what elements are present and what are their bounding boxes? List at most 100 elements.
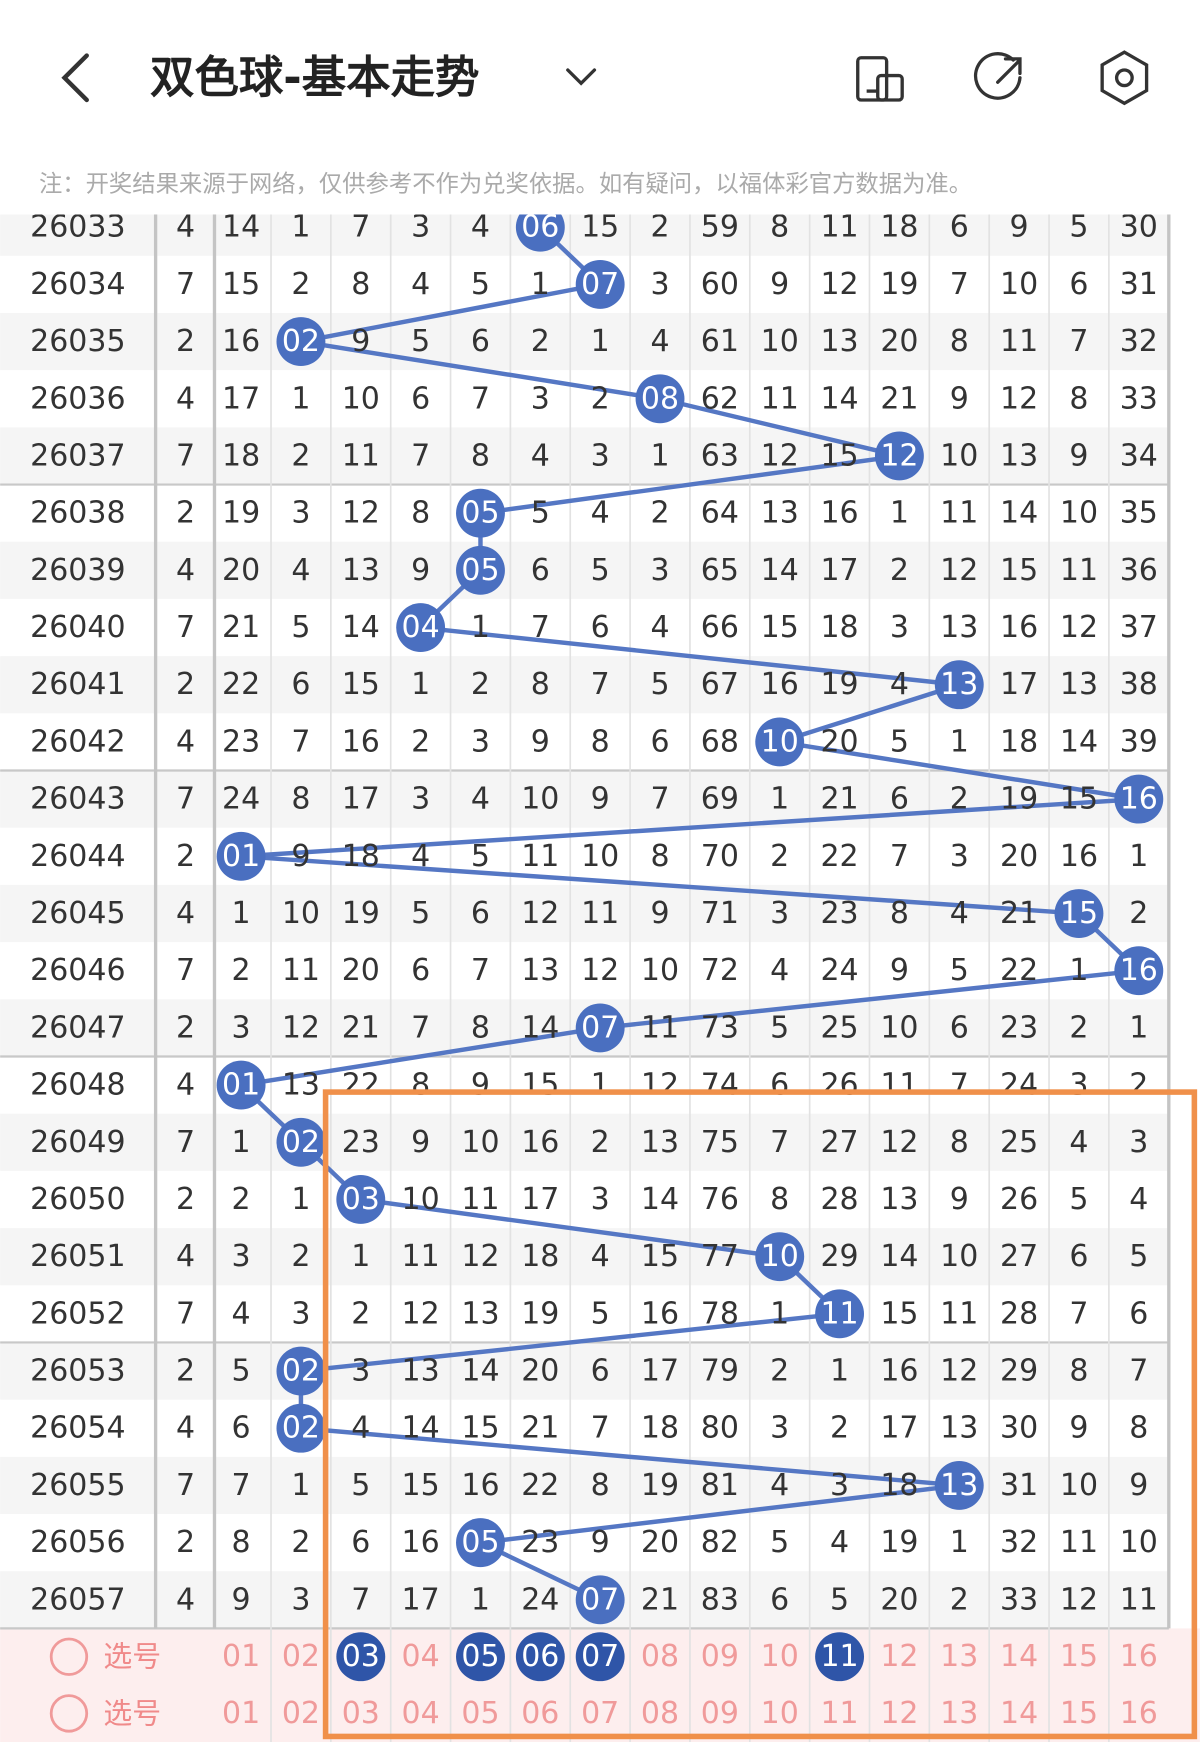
pick-number[interactable]: 15 — [1060, 1696, 1098, 1731]
miss-count: 1 — [291, 1468, 310, 1503]
miss-count: 30 — [1120, 210, 1158, 245]
miss-count: 4 — [650, 324, 669, 359]
span-value: 2 — [176, 667, 195, 702]
pick-number[interactable]: 15 — [1060, 1639, 1098, 1674]
miss-count: 3 — [291, 1582, 310, 1617]
pick-number[interactable]: 05 — [461, 1639, 499, 1674]
pick-number[interactable]: 03 — [342, 1639, 380, 1674]
pick-number[interactable]: 10 — [761, 1639, 799, 1674]
miss-count: 2 — [291, 267, 310, 302]
pick-number[interactable]: 12 — [880, 1696, 918, 1731]
settings-button[interactable] — [1100, 50, 1149, 106]
pick-number[interactable]: 06 — [521, 1696, 559, 1731]
hit-number: 02 — [282, 1411, 320, 1446]
pick-number[interactable]: 02 — [282, 1639, 320, 1674]
miss-count: 83 — [701, 1582, 739, 1617]
span-value: 7 — [176, 1468, 195, 1503]
pick-number[interactable]: 13 — [940, 1696, 978, 1731]
issue-number: 26039 — [30, 553, 125, 588]
miss-count: 12 — [461, 1239, 499, 1274]
miss-count: 13 — [282, 1068, 320, 1103]
issue-number: 26033 — [30, 210, 125, 245]
span-value: 4 — [176, 1411, 195, 1446]
dropdown-button[interactable] — [566, 68, 597, 86]
pick-number[interactable]: 06 — [521, 1639, 559, 1674]
span-value: 4 — [176, 210, 195, 245]
pick-number[interactable]: 11 — [820, 1639, 858, 1674]
miss-count: 5 — [232, 1354, 251, 1389]
miss-count: 35 — [1120, 496, 1158, 531]
picker-label[interactable]: 选号 — [103, 1696, 161, 1730]
page-title: 双色球-基本走势 — [150, 52, 479, 103]
miss-count: 20 — [880, 1582, 918, 1617]
hit-number: 05 — [461, 496, 499, 531]
pick-number[interactable]: 07 — [581, 1696, 619, 1731]
pick-number[interactable]: 11 — [820, 1696, 858, 1731]
pick-number[interactable]: 03 — [342, 1696, 380, 1731]
miss-count: 4 — [591, 1239, 610, 1274]
miss-count: 4 — [411, 267, 430, 302]
span-value: 2 — [176, 496, 195, 531]
pick-number[interactable]: 10 — [761, 1696, 799, 1731]
miss-count: 9 — [351, 324, 370, 359]
pick-number[interactable]: 04 — [402, 1639, 440, 1674]
span-value: 2 — [176, 1182, 195, 1217]
issue-number: 26054 — [30, 1411, 125, 1446]
miss-count: 8 — [351, 267, 370, 302]
rotate-button[interactable] — [856, 56, 904, 102]
miss-count: 10 — [1060, 1468, 1098, 1503]
pick-number[interactable]: 09 — [701, 1696, 739, 1731]
hit-ball — [934, 660, 984, 710]
picker-label[interactable]: 选号 — [103, 1640, 161, 1674]
miss-count: 11 — [1000, 324, 1038, 359]
pick-number[interactable]: 08 — [641, 1696, 679, 1731]
miss-count: 1 — [1129, 839, 1148, 874]
back-button[interactable] — [61, 53, 89, 103]
miss-count: 7 — [1129, 1354, 1148, 1389]
miss-count: 70 — [701, 839, 739, 874]
hit-ball — [336, 1175, 386, 1224]
pick-number[interactable]: 16 — [1120, 1696, 1158, 1731]
row-stripe — [0, 1228, 1169, 1286]
miss-count: 1 — [471, 610, 490, 645]
miss-count: 8 — [232, 1525, 251, 1560]
miss-count: 19 — [880, 1525, 918, 1560]
miss-count: 10 — [940, 1239, 978, 1274]
pick-number[interactable]: 04 — [402, 1696, 440, 1731]
miss-count: 24 — [1000, 1068, 1038, 1103]
hit-number: 01 — [222, 839, 260, 874]
selected-ball — [575, 1632, 625, 1682]
issue-number: 26037 — [30, 438, 125, 473]
miss-count: 4 — [770, 953, 789, 988]
miss-count: 1 — [291, 381, 310, 416]
miss-count: 7 — [471, 381, 490, 416]
miss-count: 8 — [770, 1182, 789, 1217]
share-button[interactable] — [973, 52, 1022, 100]
miss-count: 60 — [701, 267, 739, 302]
pick-number[interactable]: 16 — [1120, 1639, 1158, 1674]
miss-count: 2 — [291, 438, 310, 473]
pick-number[interactable]: 14 — [1000, 1696, 1038, 1731]
miss-count: 3 — [531, 381, 550, 416]
pick-number[interactable]: 12 — [880, 1639, 918, 1674]
miss-count: 11 — [641, 1010, 679, 1045]
pick-number[interactable]: 13 — [940, 1639, 978, 1674]
miss-count: 9 — [411, 553, 430, 588]
grid — [0, 214, 1171, 1743]
pick-number[interactable]: 01 — [222, 1696, 260, 1731]
miss-count: 5 — [591, 553, 610, 588]
span-value: 4 — [176, 724, 195, 759]
pick-number[interactable]: 08 — [641, 1639, 679, 1674]
pick-number[interactable]: 07 — [581, 1639, 619, 1674]
pick-number[interactable]: 02 — [282, 1696, 320, 1731]
span-value: 4 — [176, 1582, 195, 1617]
pick-number[interactable]: 14 — [1000, 1639, 1038, 1674]
pick-number[interactable]: 05 — [461, 1696, 499, 1731]
pick-number[interactable]: 09 — [701, 1639, 739, 1674]
miss-count: 8 — [411, 1068, 430, 1103]
selected-ball — [336, 1632, 386, 1682]
miss-count: 69 — [701, 782, 739, 817]
miss-count: 12 — [641, 1068, 679, 1103]
pick-number[interactable]: 01 — [222, 1639, 260, 1674]
miss-count: 4 — [291, 553, 310, 588]
